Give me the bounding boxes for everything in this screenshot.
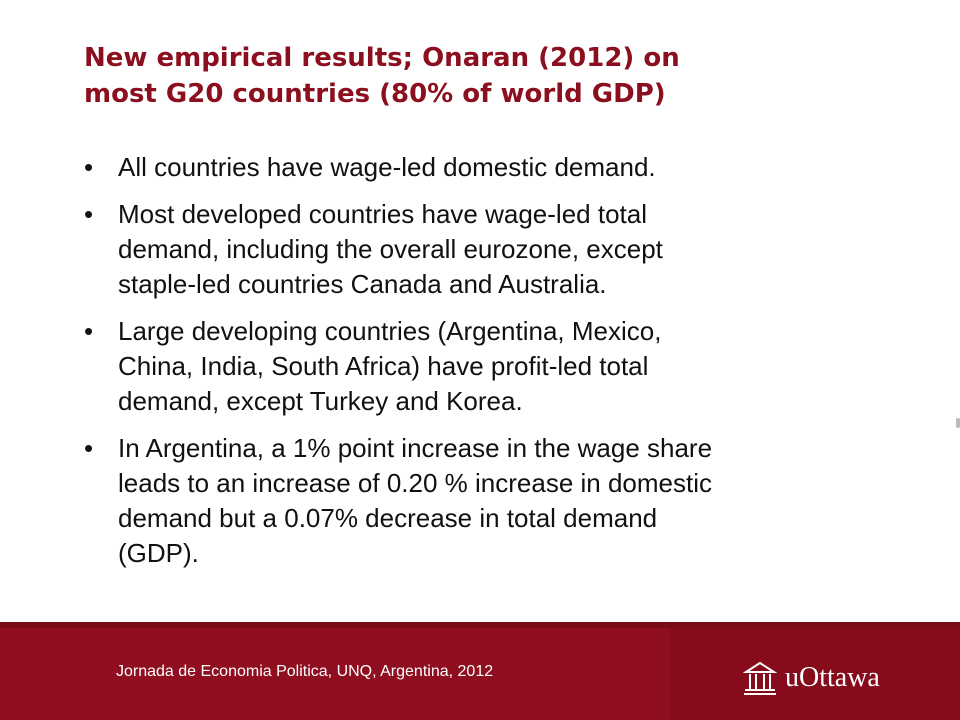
slide-title: New empirical results; Onaran (2012) on … xyxy=(84,40,904,112)
bullet-line: (GDP). xyxy=(118,538,199,568)
slide-footer: Jornada de Economia Politica, UNQ, Argen… xyxy=(0,622,960,720)
title-line: most G20 countries (80% of world GDP) xyxy=(84,79,666,109)
bullet-item: • In Argentina, a 1% point increase in t… xyxy=(84,431,884,571)
logo-text: uOttawa xyxy=(785,662,880,693)
footer-left-band xyxy=(0,622,670,720)
bullet-item: • Large developing countries (Argentina,… xyxy=(84,314,884,419)
bullet-item: • Most developed countries have wage-led… xyxy=(84,197,884,302)
bullet-line: In Argentina, a 1% point increase in the… xyxy=(118,433,713,463)
footer-text: Jornada de Economia Politica, UNQ, Argen… xyxy=(116,663,494,680)
bullet-line: demand, including the overall eurozone, … xyxy=(118,234,663,264)
footer-top-edge xyxy=(0,622,960,628)
bullet-line: demand but a 0.07% decrease in total dem… xyxy=(118,503,658,533)
bullet-line: staple-led countries Canada and Australi… xyxy=(118,269,607,299)
bullet-item: • All countries have wage-led domestic d… xyxy=(84,150,884,185)
bullet-line: China, India, South Africa) have profit-… xyxy=(118,351,649,381)
bullet-dot: • xyxy=(84,199,94,229)
bullet-list: • All countries have wage-led domestic d… xyxy=(84,150,884,583)
bullet-line: leads to an increase of 0.20 % increase … xyxy=(118,468,713,498)
bullet-line: Large developing countries (Argentina, M… xyxy=(118,316,662,346)
title-line: New empirical results; Onaran (2012) on xyxy=(84,43,680,73)
slide-edge-marker xyxy=(956,418,960,428)
uottawa-logo: uOttawa xyxy=(743,660,903,700)
bullet-line: Most developed countries have wage-led t… xyxy=(118,199,647,229)
bullet-dot: • xyxy=(84,433,94,463)
bullet-dot: • xyxy=(84,152,94,182)
bullet-line: All countries have wage-led domestic dem… xyxy=(118,152,656,182)
bullet-dot: • xyxy=(84,316,94,346)
university-building-icon xyxy=(743,661,777,695)
footer-right-band xyxy=(670,622,960,720)
bullet-line: demand, except Turkey and Korea. xyxy=(118,386,523,416)
